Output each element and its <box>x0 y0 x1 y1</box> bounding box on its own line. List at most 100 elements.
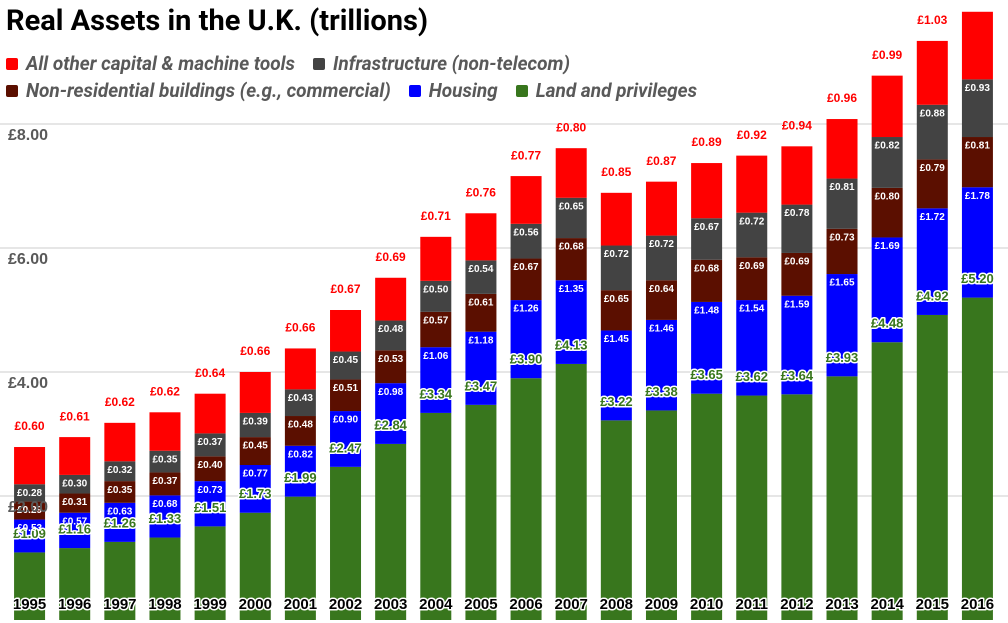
value-label: £1.72 <box>920 212 945 223</box>
legend-swatch <box>408 84 421 97</box>
x-tick-label: 2012 <box>780 596 813 613</box>
x-tick-label: 2009 <box>645 596 678 613</box>
bar-segment <box>736 257 768 301</box>
value-label: £0.48 <box>288 420 313 431</box>
value-label: £0.81 <box>965 141 990 152</box>
bar-segment <box>555 280 587 364</box>
bar-segment <box>871 187 903 238</box>
value-label: £0.94 <box>782 118 812 132</box>
value-label: £0.37 <box>198 437 223 448</box>
bar-segment <box>284 445 316 497</box>
bar-segment <box>736 395 768 620</box>
bar-segment <box>239 512 271 620</box>
value-label: £1.48 <box>694 306 719 317</box>
bar-segment <box>375 320 407 351</box>
value-label: £0.45 <box>333 355 358 366</box>
legend-swatch <box>313 57 326 70</box>
bar-segment <box>826 376 858 620</box>
value-label: £0.85 <box>601 165 631 179</box>
value-label: £0.68 <box>559 242 584 253</box>
value-label: £0.56 <box>514 227 539 238</box>
bar-segment <box>961 297 993 620</box>
bar-segment <box>375 277 407 321</box>
legend-swatch <box>6 84 18 97</box>
x-tick-label: 2001 <box>284 596 317 613</box>
bar-segment <box>961 79 993 138</box>
value-label: £3.65 <box>690 367 723 382</box>
value-label: £1.16 <box>58 522 91 537</box>
bar-segment <box>194 433 226 457</box>
value-label: £0.66 <box>285 321 315 335</box>
value-label: £0.61 <box>468 298 493 309</box>
x-tick-label: 2002 <box>329 596 362 613</box>
y-tick-label: £8.00 <box>8 127 48 144</box>
value-label: £0.98 <box>378 387 403 398</box>
value-label: £3.38 <box>645 384 678 399</box>
bar-segment <box>555 238 587 281</box>
bar-segment <box>284 416 316 446</box>
bar-segment <box>194 526 226 620</box>
value-label: £0.57 <box>423 316 448 327</box>
value-label: £1.78 <box>965 191 990 202</box>
bar-segment <box>59 512 91 549</box>
bar-segment <box>961 187 993 298</box>
value-label: £0.53 <box>378 354 403 365</box>
legend: All other capital & machine tools Infrast… <box>6 52 766 102</box>
value-label: £1.35 <box>559 284 584 295</box>
bar-segment <box>465 213 497 261</box>
y-tick-label: £2.00 <box>8 499 48 516</box>
value-label: £0.80 <box>556 120 586 134</box>
bar-segment <box>645 181 677 236</box>
bar-segment <box>555 148 587 198</box>
bar-segment <box>420 236 452 281</box>
x-tick-label: 2004 <box>419 596 453 613</box>
value-label: £0.54 <box>468 264 493 275</box>
value-label: £0.51 <box>333 383 358 394</box>
bar-segment <box>465 260 497 294</box>
bar-segment <box>149 495 181 538</box>
value-label: £0.67 <box>514 262 539 273</box>
bar-segment <box>465 331 497 405</box>
bar-segment <box>600 192 632 246</box>
value-label: £0.65 <box>559 201 584 212</box>
value-label: £0.73 <box>830 232 855 243</box>
value-label: £0.62 <box>150 384 180 398</box>
value-label: £0.68 <box>694 263 719 274</box>
value-label: £0.50 <box>423 285 448 296</box>
value-label: £3.93 <box>826 350 859 365</box>
bar-segment <box>691 393 723 620</box>
bar-segment <box>194 456 226 482</box>
value-label: £3.47 <box>465 378 498 393</box>
value-label: £0.72 <box>604 249 629 260</box>
value-label: £0.43 <box>288 393 313 404</box>
value-label: £1.69 <box>875 241 900 252</box>
value-label: £0.48 <box>378 324 403 335</box>
value-label: £0.28 <box>17 488 42 499</box>
bar-segment <box>826 178 858 229</box>
legend-label: Land and privileges <box>535 79 698 102</box>
legend-label: Housing <box>428 79 498 102</box>
bar-segment <box>375 383 407 444</box>
value-label: £1.51 <box>194 500 227 515</box>
value-label: £0.67 <box>694 222 719 233</box>
bar-segment <box>916 208 948 315</box>
bar-segment <box>104 502 136 542</box>
value-label: £0.30 <box>62 479 87 490</box>
bar-segment <box>14 552 46 620</box>
bar-segment <box>420 412 452 620</box>
x-tick-label: 1996 <box>58 596 91 613</box>
bar-segment <box>14 447 46 485</box>
value-label: £2.84 <box>374 417 407 432</box>
value-label: £0.82 <box>288 449 313 460</box>
x-tick-label: 2013 <box>825 596 858 613</box>
bar-segment <box>645 235 677 281</box>
value-label: £0.96 <box>827 91 857 105</box>
bar-segment <box>871 237 903 343</box>
value-label: £0.62 <box>105 395 135 409</box>
value-label: £0.80 <box>875 192 900 203</box>
value-label: £0.99 <box>872 48 902 62</box>
bar-segment <box>104 461 136 482</box>
bar-segment <box>420 347 452 413</box>
legend-item: Infrastructure (non-telecom) <box>313 52 570 75</box>
